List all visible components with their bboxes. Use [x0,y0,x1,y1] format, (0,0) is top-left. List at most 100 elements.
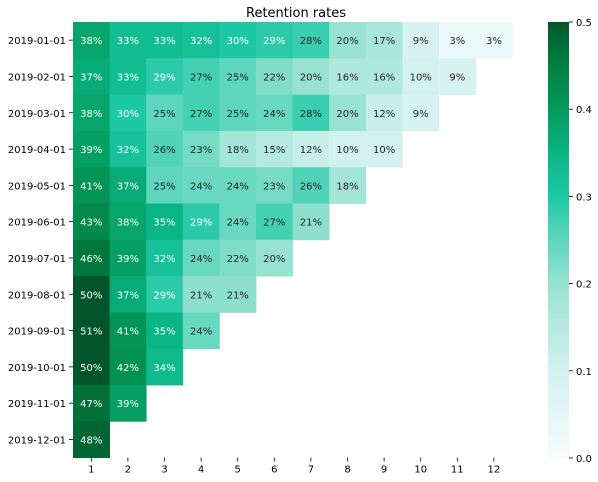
heatmap-cell [329,58,367,95]
heatmap-cell [292,94,330,132]
y-tick-label: 2019-08-01 [8,290,66,301]
heatmap-cell [109,167,147,204]
cell-label: 33% [117,36,139,47]
cell-label: 17% [373,36,395,47]
cell-label: 22% [227,254,249,265]
y-tick-label: 2019-02-01 [8,72,66,83]
heatmap-cell [256,203,293,241]
colorbar-tick-label: 0.3 [576,192,592,203]
colorbar: 0.0 0.1 0.2 0.3 0.4 0.5 [548,18,592,465]
heatmap-cell [439,22,476,59]
y-axis: 2019-01-01 2019-02-01 2019-03-01 2019-04-01… [8,36,73,446]
heatmap-cell [256,58,293,95]
cell-label: 27% [263,218,285,229]
cell-label: 16% [336,72,358,83]
cell-label: 32% [117,145,139,156]
cell-label: 24% [190,181,212,192]
cell-label: 26% [153,145,175,156]
cell-label: 27% [190,109,212,120]
heatmap-cell [329,167,367,204]
x-tick-label: 9 [381,465,387,476]
cell-label: 42% [117,363,139,374]
cell-label: 37% [117,290,139,301]
cell-label: 29% [153,290,175,301]
cell-label: 24% [227,181,249,192]
heatmap-cell [292,58,330,95]
x-tick-label: 3 [161,465,167,476]
x-tick-label: 7 [308,465,314,476]
cell-label: 9% [413,36,429,47]
x-axis: 1 2 3 4 5 6 7 8 9 10 11 12 [88,457,501,476]
cell-label: 20% [300,72,322,83]
heatmap-cell [219,58,257,95]
y-tick-label: 2019-06-01 [8,218,66,229]
heatmap-cell [182,22,220,59]
cell-label: 24% [190,327,212,338]
heatmap-cell [73,130,110,168]
heatmap-cell [146,22,184,59]
x-tick-label: 12 [488,465,501,476]
colorbar-ticks: 0.0 0.1 0.2 0.3 0.4 0.5 [569,18,592,465]
heatmap-cell [365,94,403,132]
heatmap-cell [365,22,403,59]
cell-label: 25% [227,72,249,83]
cell-label: 26% [300,181,322,192]
cell-label: 33% [153,36,175,47]
cell-label: 20% [336,109,358,120]
cell-label: 25% [153,109,175,120]
y-tick-label: 2019-05-01 [8,181,66,192]
y-tick-label: 2019-01-01 [8,36,66,47]
x-tick-label: 6 [271,465,277,476]
heatmap-cell [182,312,220,350]
cell-label: 12% [300,145,322,156]
heatmap-cell [292,203,330,241]
cell-label: 30% [227,36,249,47]
cell-label: 43% [80,218,102,229]
heatmap-cell [292,22,330,59]
cell-label: 23% [190,145,212,156]
heatmap-cell [219,94,257,132]
heatmap-cell [73,22,110,59]
heatmap-cell [292,130,330,168]
cell-label: 3% [486,36,502,47]
heatmap-cell [219,167,257,204]
cell-label: 35% [153,327,175,338]
y-tick-label: 2019-04-01 [8,145,66,156]
cell-label: 18% [336,181,358,192]
cell-label: 29% [263,36,285,47]
heatmap-cell [146,94,184,132]
cell-label: 23% [263,181,285,192]
heatmap-cell [182,239,220,277]
heatmap-cell [146,276,184,313]
x-tick-label: 4 [198,465,204,476]
heatmap-cell [292,167,330,204]
colorbar-tick-label: 0.1 [576,367,592,378]
cell-label: 50% [80,363,102,374]
cell-label: 41% [80,181,102,192]
heatmap-cells: 38% 33% 33% 32% 30% 29% 28% 20% 17% 9% 3% 3% 37% 33% 2… [73,22,513,458]
y-tick-label: 2019-10-01 [8,363,66,374]
heatmap-cell [109,312,147,350]
cell-label: 25% [153,181,175,192]
heatmap-cell [146,130,184,168]
heatmap-cell [146,167,184,204]
heatmap-cell [73,239,110,277]
heatmap-cell [146,348,184,386]
heatmap-cell [109,348,147,386]
cell-label: 30% [117,109,139,120]
y-tick-label: 2019-09-01 [8,327,66,338]
cell-label: 24% [227,218,249,229]
heatmap-cell [182,94,220,132]
cell-label: 29% [190,218,212,229]
heatmap-cell [402,94,440,132]
heatmap-cell [256,167,293,204]
heatmap-cell [182,203,220,241]
colorbar-tick-label: 0.4 [576,105,592,116]
heatmap-cell [73,348,110,386]
heatmap-cell [256,94,293,132]
heatmap-cell [182,130,220,168]
heatmap-cell [475,22,513,59]
cell-label: 39% [80,145,102,156]
heatmap-cell [109,276,147,313]
cell-label: 28% [300,36,322,47]
